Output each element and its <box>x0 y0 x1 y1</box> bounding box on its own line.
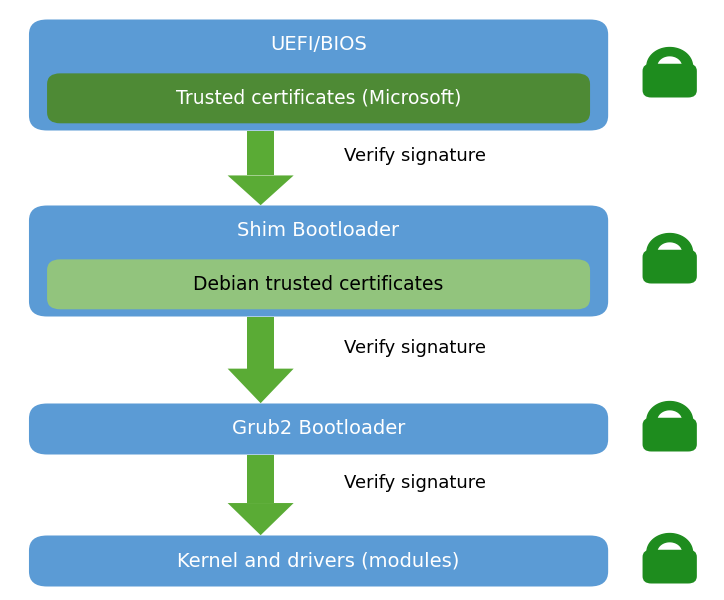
FancyBboxPatch shape <box>47 73 590 124</box>
Text: Kernel and drivers (modules): Kernel and drivers (modules) <box>177 551 460 571</box>
FancyBboxPatch shape <box>643 64 696 97</box>
Text: Trusted certificates (Microsoft): Trusted certificates (Microsoft) <box>176 89 461 108</box>
Polygon shape <box>647 233 692 253</box>
FancyBboxPatch shape <box>643 418 696 452</box>
Polygon shape <box>227 175 294 205</box>
FancyBboxPatch shape <box>29 19 608 130</box>
FancyBboxPatch shape <box>47 259 590 310</box>
Bar <box>247 131 274 175</box>
Polygon shape <box>647 533 692 553</box>
Text: UEFI/BIOS: UEFI/BIOS <box>270 34 367 53</box>
Polygon shape <box>647 47 692 67</box>
FancyBboxPatch shape <box>29 205 608 317</box>
Polygon shape <box>647 401 692 421</box>
FancyBboxPatch shape <box>29 404 608 455</box>
Text: Shim Bootloader: Shim Bootloader <box>237 221 400 239</box>
Text: Grub2 Bootloader: Grub2 Bootloader <box>232 419 405 439</box>
FancyBboxPatch shape <box>29 535 608 587</box>
Text: Debian trusted certificates: Debian trusted certificates <box>193 275 444 294</box>
Bar <box>247 455 274 503</box>
FancyBboxPatch shape <box>643 550 696 583</box>
Polygon shape <box>227 368 294 403</box>
Polygon shape <box>227 503 294 535</box>
FancyBboxPatch shape <box>643 250 696 283</box>
Bar <box>247 317 274 368</box>
Text: Verify signature: Verify signature <box>344 147 486 165</box>
Text: Verify signature: Verify signature <box>344 339 486 357</box>
Text: Verify signature: Verify signature <box>344 474 486 492</box>
